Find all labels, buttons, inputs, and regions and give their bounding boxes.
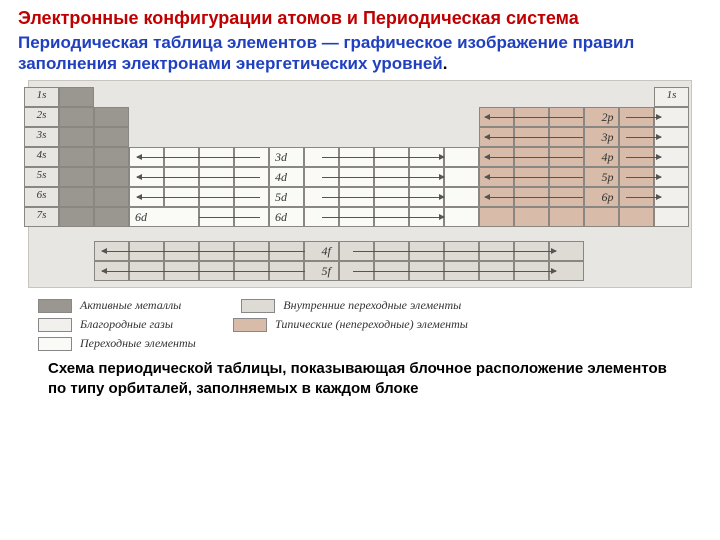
element-cell: [549, 207, 584, 227]
diagram-caption: Схема периодической таблицы, показывающа…: [48, 359, 672, 398]
legend-swatch: [38, 337, 72, 351]
f-block-label: 4f: [322, 245, 331, 257]
d-block-label: 4d: [275, 171, 287, 183]
orbital-label-cell: 2s: [24, 107, 59, 127]
legend-item: Активные металлы: [38, 298, 181, 313]
p-block-label: 6p: [602, 191, 614, 203]
orbital-label-cell: 4s: [24, 147, 59, 167]
orbital-label-cell: 6s: [24, 187, 59, 207]
d-block-label: 5d: [275, 191, 287, 203]
element-cell: [619, 207, 654, 227]
d-block-label: 6d: [135, 211, 147, 223]
element-cell: [444, 207, 479, 227]
p-block-label: 5p: [602, 171, 614, 183]
f-block-label: 5f: [322, 265, 331, 277]
element-cell: [94, 187, 129, 207]
legend-swatch: [241, 299, 275, 313]
element-cell: [59, 107, 94, 127]
orbital-label-cell: 1s: [24, 87, 59, 107]
orbital-label-cell: 1s: [654, 87, 689, 107]
element-cell: [59, 127, 94, 147]
legend: Активные металлы Внутренние переходные эл…: [38, 298, 702, 351]
legend-label: Переходные элементы: [80, 336, 196, 351]
page-title: Электронные конфигурации атомов и Период…: [18, 8, 702, 30]
p-block-label: 4p: [602, 151, 614, 163]
legend-item: Внутренние переходные элементы: [241, 298, 461, 313]
page-subtitle: Периодическая таблица элементов — графич…: [18, 32, 702, 75]
legend-label: Внутренние переходные элементы: [283, 298, 461, 313]
element-cell: [94, 127, 129, 147]
element-cell: [94, 207, 129, 227]
element-cell: [584, 207, 619, 227]
element-cell: [59, 167, 94, 187]
p-block-label: 3p: [602, 131, 614, 143]
element-cell: [94, 107, 129, 127]
orbital-label-cell: 3s: [24, 127, 59, 147]
d-block-label: 3d: [275, 151, 287, 163]
element-cell: [59, 87, 94, 107]
legend-item: Переходные элементы: [38, 336, 196, 351]
legend-label: Благородные газы: [80, 317, 173, 332]
legend-item: Благородные газы: [38, 317, 173, 332]
element-cell: [514, 207, 549, 227]
legend-label: Активные металлы: [80, 298, 181, 313]
periodic-block-diagram: 1s2s3s4s5s6s7s3d4d5d6d6d2p3p4p5p6p1s4f5f: [28, 80, 692, 288]
legend-swatch: [38, 318, 72, 332]
element-cell: [444, 167, 479, 187]
element-cell: [444, 147, 479, 167]
legend-swatch: [233, 318, 267, 332]
element-cell: [94, 147, 129, 167]
element-cell: [444, 187, 479, 207]
legend-item: Типические (непереходные) элементы: [233, 317, 468, 332]
legend-swatch: [38, 299, 72, 313]
d-block-label: 6d: [275, 211, 287, 223]
element-cell: [654, 207, 689, 227]
element-cell: [59, 187, 94, 207]
legend-label: Типические (непереходные) элементы: [275, 317, 468, 332]
orbital-label-cell: 7s: [24, 207, 59, 227]
p-block-label: 2p: [602, 111, 614, 123]
element-cell: [94, 167, 129, 187]
element-cell: [59, 147, 94, 167]
element-cell: [479, 207, 514, 227]
orbital-label-cell: 5s: [24, 167, 59, 187]
element-cell: [59, 207, 94, 227]
